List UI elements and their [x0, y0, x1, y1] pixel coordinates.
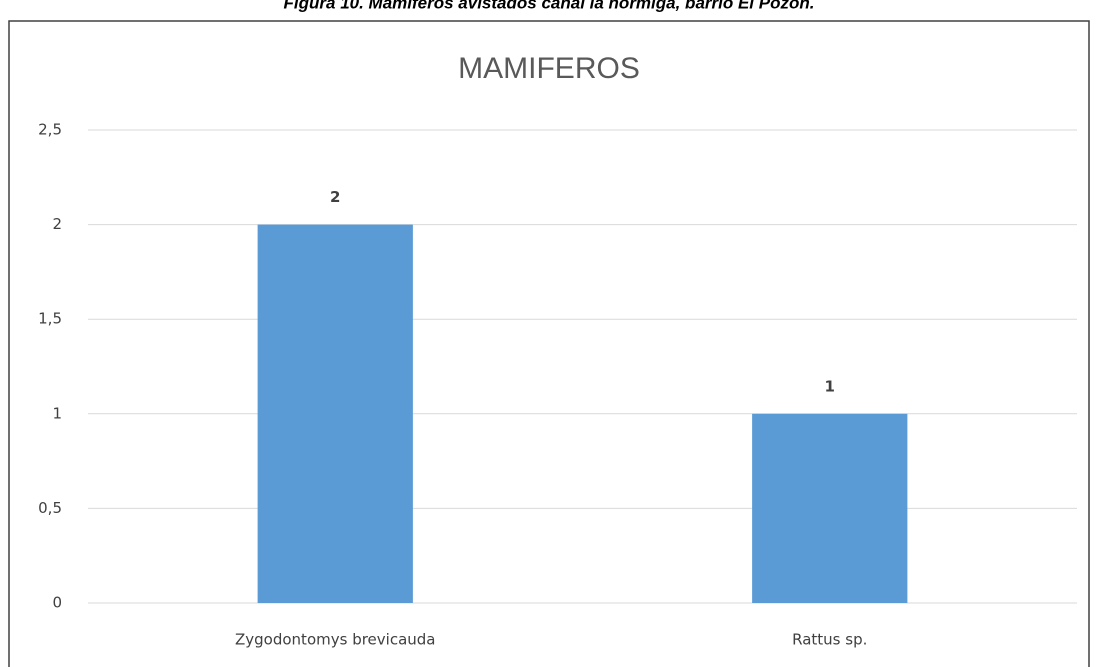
data-label: 1	[825, 377, 835, 395]
y-tick-label: 1,5	[38, 310, 62, 328]
bar	[752, 413, 908, 603]
y-tick-label: 2	[52, 215, 62, 233]
data-label: 2	[330, 188, 340, 206]
y-tick-label: 0,5	[38, 499, 62, 517]
chart-title: MAMIFEROS	[458, 52, 640, 85]
chart-frame	[8, 20, 1090, 667]
x-tick-label: Rattus sp.	[792, 631, 867, 649]
y-tick-label: 0	[52, 594, 62, 612]
bar	[257, 224, 413, 603]
x-tick-label: Zygodontomys brevicauda	[235, 631, 435, 649]
y-tick-label: 1	[52, 404, 62, 422]
figure-caption: Figura 10. Mamíferos avistados canal la …	[284, 0, 815, 12]
y-tick-label: 2,5	[38, 121, 62, 139]
